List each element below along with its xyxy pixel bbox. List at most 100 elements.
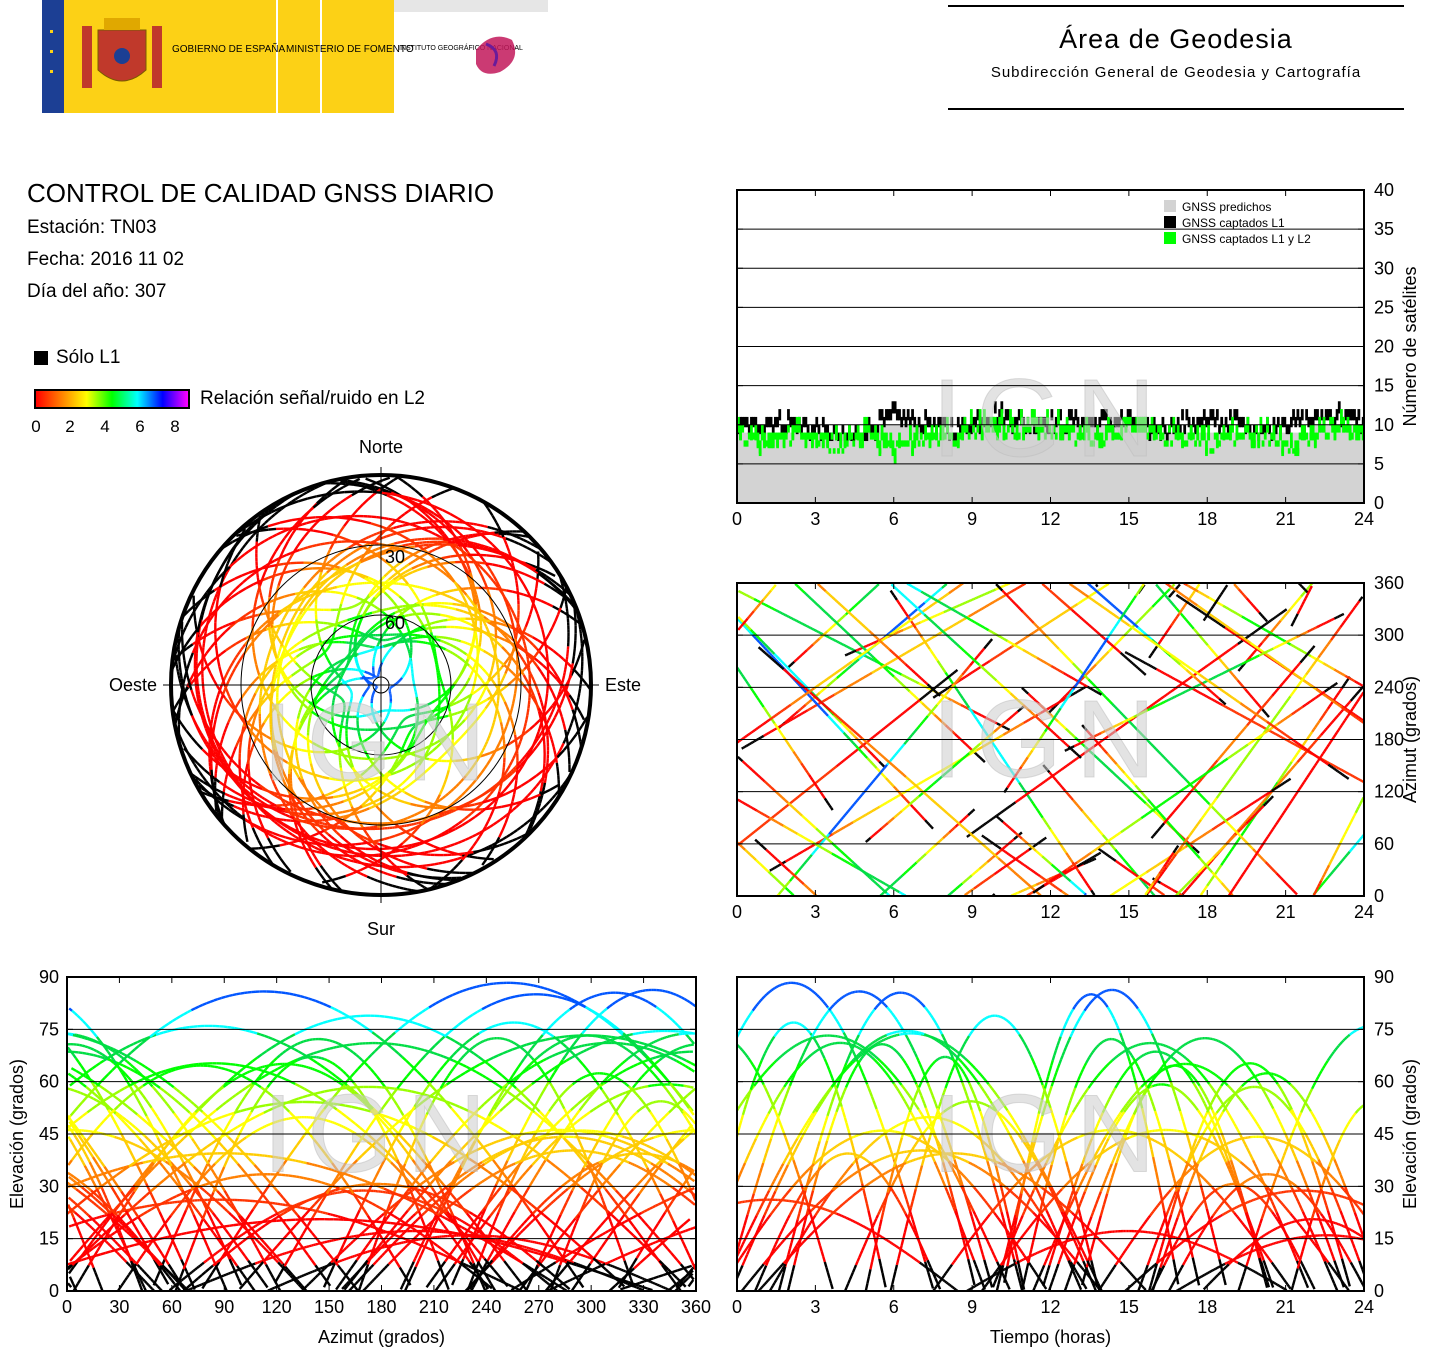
azimuth-mark: [957, 690, 961, 695]
l1-bar: [887, 409, 890, 421]
l1-bar: [1205, 416, 1208, 428]
azimuth-mark: [991, 589, 995, 593]
azimuth-mark: [1294, 686, 1298, 691]
l1l2-bar: [1024, 424, 1028, 433]
azimuth-mark: [1224, 626, 1228, 630]
azimuth-mark: [1182, 594, 1186, 598]
azimuth-mark: [1297, 647, 1301, 651]
azimuth-mark: [1115, 728, 1119, 732]
l1l2-bar: [1098, 432, 1102, 449]
azimuth-mark: [931, 707, 936, 712]
l1-bar: [745, 416, 749, 428]
l1l2-bar: [782, 432, 786, 449]
azimuth-mark: [1206, 808, 1210, 812]
azimuth-mark: [1141, 873, 1144, 877]
azimuth-mark: [811, 627, 815, 631]
azimuth-mark: [1164, 884, 1168, 888]
azimuth-mark: [1279, 774, 1284, 779]
azimuth-mark: [835, 639, 838, 643]
azimuth-mark: [763, 733, 766, 737]
azimuth-mark: [1342, 707, 1346, 711]
azimuth-mark: [1152, 702, 1156, 706]
azimuth-mark: [1087, 858, 1091, 862]
azimuth-mark: [753, 739, 757, 743]
azimuth-mark: [1176, 590, 1180, 594]
azimuth-mark: [795, 675, 799, 679]
azimuth-mark: [1198, 605, 1202, 609]
azimuth-mark: [775, 654, 779, 658]
l1l2-bar: [880, 424, 884, 441]
azimuth-mark: [836, 822, 840, 826]
azimuth-mark: [882, 803, 885, 807]
azimuth-mark: [1328, 761, 1332, 765]
azimuth-mark: [963, 705, 967, 709]
azimuth-mark: [841, 642, 845, 646]
x-tick-label: 9: [967, 509, 977, 529]
azimuth-mark: [1332, 700, 1336, 704]
azimuth-mark: [1014, 835, 1018, 839]
azimuth-mark: [1179, 592, 1183, 596]
azimuth-mark: [762, 602, 766, 606]
l1l2-bar: [1054, 432, 1058, 440]
azimuth-mark: [770, 873, 775, 878]
azimuth-mark: [1195, 837, 1199, 841]
azimuth-mark: [1184, 583, 1188, 587]
azimuth-mark: [1166, 674, 1170, 678]
azimuth-mark: [843, 613, 847, 617]
azimuth-mark: [1104, 736, 1108, 740]
snr-tick: 6: [135, 417, 144, 437]
azimuth-mark: [1228, 608, 1232, 612]
azimuth-mark: [1232, 645, 1236, 649]
azimuth-mark: [1320, 650, 1325, 654]
azimuth-mark: [927, 597, 931, 601]
azimuth-mark: [866, 838, 870, 842]
azimuth-mark: [1090, 889, 1094, 894]
l1l2-bar: [895, 440, 899, 447]
azimuth-mark: [1265, 795, 1269, 800]
azimuth-mark: [1220, 821, 1224, 825]
l1-bar: [1120, 409, 1123, 421]
azimuth-mark: [956, 885, 960, 889]
azimuth-mark: [1244, 640, 1248, 644]
azimuth-mark: [1169, 689, 1173, 693]
azimuth-mark: [865, 786, 870, 790]
azimuth-mark: [794, 753, 798, 757]
azimuth-mark: [1135, 620, 1140, 624]
l1-bar: [1067, 409, 1071, 421]
l1-bar: [993, 401, 997, 414]
azimuth-mark: [969, 709, 974, 714]
azimuth-mark: [1174, 588, 1178, 592]
azimuth-mark: [1097, 758, 1102, 762]
azimuth-mark: [993, 744, 997, 749]
azimuth-mark: [1128, 777, 1132, 781]
azimuth-mark: [1264, 622, 1267, 626]
l1-bar: [908, 416, 912, 428]
azimuth-mark: [1195, 872, 1199, 876]
l1-bar: [1229, 409, 1232, 421]
azimuth-mark: [951, 762, 954, 766]
azimuth-mark: [840, 816, 845, 820]
azimuth-mark: [1139, 874, 1143, 878]
azimuth-mark: [1352, 606, 1356, 611]
azimuth-mark: [1038, 703, 1042, 707]
azimuth-mark: [1222, 662, 1226, 667]
azimuth-mark: [932, 712, 936, 716]
l1l2-bar: [756, 432, 760, 449]
azimuth-mark: [744, 593, 747, 597]
azimuth-mark: [1173, 828, 1178, 833]
azimuth-mark: [1061, 786, 1065, 790]
azimuth-mark: [761, 602, 765, 605]
azimuth-mark: [1192, 627, 1197, 632]
azimuth-mark: [1038, 881, 1042, 885]
azimuth-mark: [894, 787, 898, 791]
azimuth-mark: [772, 720, 776, 725]
azimuth-mark: [804, 702, 808, 706]
station-label: Estación: TN03: [27, 217, 494, 243]
l1-bar: [1285, 424, 1289, 435]
azimuth-mark: [1166, 691, 1170, 696]
azimuth-mark: [1119, 863, 1123, 867]
azimuth-mark: [1044, 821, 1049, 826]
azimuth-mark: [850, 731, 854, 736]
azimuth-mark: [880, 762, 884, 766]
azimuth-mark: [1356, 777, 1360, 781]
